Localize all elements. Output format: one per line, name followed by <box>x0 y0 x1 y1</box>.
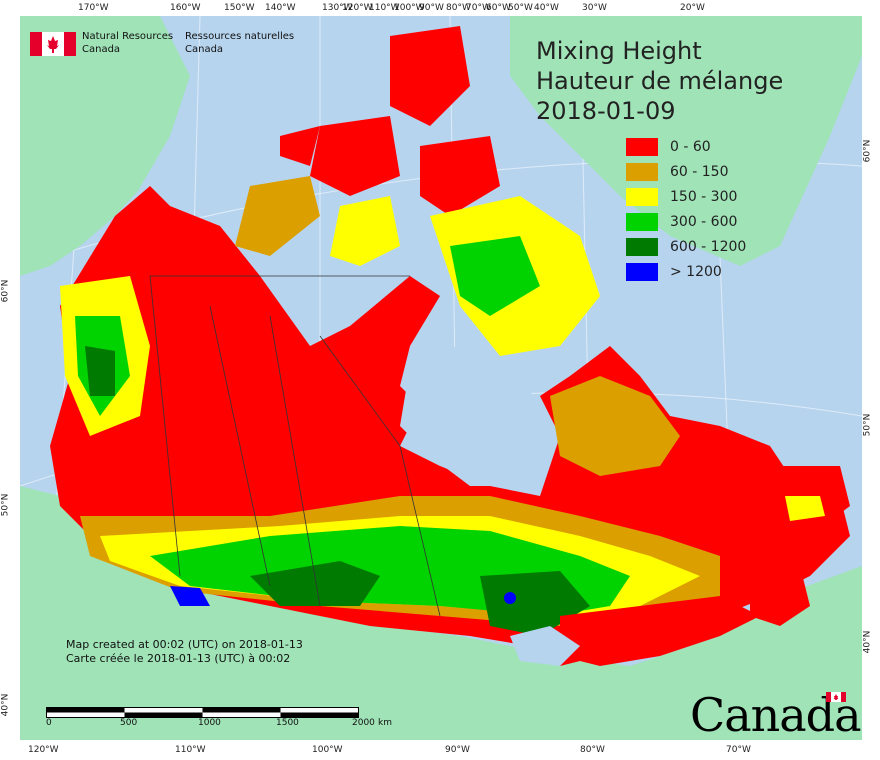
arctic-island-4 <box>420 136 500 216</box>
graticule-label: 110°W <box>369 3 400 13</box>
legend-item: 60 - 150 <box>626 159 746 184</box>
scale-bar: 0 500 1000 1500 2000 km <box>46 704 392 728</box>
graticule-label: 40°N <box>0 693 11 717</box>
arctic-island-6 <box>330 196 400 266</box>
graticule-label: 60°W <box>486 3 511 13</box>
graticule-label: 40°N <box>862 630 873 654</box>
legend: 0 - 60 60 - 150 150 - 300 300 - 600 600 - 12… <box>626 134 746 284</box>
arctic-island-1 <box>390 26 470 126</box>
graticule-label: 100°W <box>312 745 343 755</box>
arctic-island-3 <box>280 126 320 166</box>
legend-swatch <box>626 237 658 256</box>
blue-spot-1 <box>170 586 210 606</box>
scale-tick-label: 1500 <box>276 718 299 728</box>
alaska-land <box>20 16 190 276</box>
legend-swatch <box>626 212 658 231</box>
graticule-label: 60°N <box>0 279 11 303</box>
map-graphic <box>20 16 862 740</box>
newfoundland-yellow <box>785 496 825 521</box>
graticule-label: 40°W <box>534 3 559 13</box>
maritimes <box>750 566 810 626</box>
legend-swatch <box>626 262 658 281</box>
agency-name-en-line2: Canada <box>82 44 121 55</box>
canada-flag-icon <box>30 32 76 56</box>
legend-swatch <box>626 137 658 156</box>
graticule-label: 80°W <box>446 3 471 13</box>
legend-label: 60 - 150 <box>670 163 729 180</box>
hudson-bay <box>400 346 540 486</box>
legend-item: 300 - 600 <box>626 209 746 234</box>
quebec-orange <box>550 376 680 476</box>
ontario-red <box>560 596 760 666</box>
creation-note: Map created at 00:02 (UTC) on 2018-01-13… <box>66 638 303 666</box>
graticule-label: 160°W <box>170 3 201 13</box>
scale-bar-graphic <box>46 707 359 718</box>
creation-note-en: Map created at 00:02 (UTC) on 2018-01-13 <box>66 638 303 651</box>
legend-item: 0 - 60 <box>626 134 746 159</box>
blue-spot-2 <box>504 592 516 604</box>
scale-tick-label: 2000 <box>352 718 375 728</box>
title-french: Hauteur de mélange <box>536 67 784 95</box>
graticule-label: 70°W <box>726 745 751 755</box>
graticule-label: 50°W <box>508 3 533 13</box>
bc-darkgreen <box>85 346 115 396</box>
graticule-label: 170°W <box>78 3 109 13</box>
agency-name-fr-line2: Canada <box>185 44 224 55</box>
graticule-label: 130°W <box>322 3 353 13</box>
legend-label: 0 - 60 <box>670 138 711 155</box>
province-borders <box>149 275 441 617</box>
legend-label: 600 - 1200 <box>670 238 747 255</box>
graticule-label: 150°W <box>224 3 255 13</box>
legend-swatch <box>626 187 658 206</box>
wordmark-flag-icon <box>826 692 846 702</box>
graticule-label: 120°W <box>342 3 373 13</box>
graticule-label: 60°N <box>862 139 873 163</box>
greenland-land <box>510 16 862 266</box>
graticule-label: 70°W <box>466 3 491 13</box>
graticule-label: 90°W <box>419 3 444 13</box>
graticule-label: 90°W <box>445 745 470 755</box>
arctic-island-5 <box>235 176 320 256</box>
graticule-label: 20°W <box>680 3 705 13</box>
legend-label: 150 - 300 <box>670 188 738 205</box>
graticule-label: 100°W <box>394 3 425 13</box>
creation-note-fr: Carte créée le 2018-01-13 (UTC) à 00:02 <box>66 652 291 665</box>
graticule-label: 80°W <box>580 745 605 755</box>
legend-item: 600 - 1200 <box>626 234 746 259</box>
legend-swatch <box>626 162 658 181</box>
usa-land <box>20 486 862 740</box>
scale-unit-label: km <box>378 718 392 728</box>
graticule-label: 50°N <box>862 413 873 437</box>
title-english: Mixing Height <box>536 37 702 65</box>
prairie-darkgreen <box>250 561 380 606</box>
baffin-green <box>450 236 540 316</box>
great-lakes <box>510 626 580 666</box>
legend-label: 300 - 600 <box>670 213 738 230</box>
map-title: Mixing Height Hauteur de mélange 2018-01… <box>536 36 783 126</box>
title-date: 2018-01-09 <box>536 97 676 125</box>
map-canvas[interactable] <box>20 16 862 740</box>
graticule-label: 50°N <box>0 493 11 517</box>
scale-tick-label: 1000 <box>198 718 221 728</box>
graticule-label: 30°W <box>582 3 607 13</box>
graticule-label: 140°W <box>265 3 296 13</box>
legend-item: 150 - 300 <box>626 184 746 209</box>
legend-label: > 1200 <box>670 263 722 280</box>
arctic-island-2 <box>310 116 400 196</box>
agency-name-fr-line1: Ressources naturelles <box>185 31 295 42</box>
scale-tick-label: 500 <box>120 718 138 728</box>
canada-wordmark: Canada <box>690 688 862 742</box>
agency-name-en-line1: Natural Resources <box>82 31 174 42</box>
graticule-label: 110°W <box>175 745 206 755</box>
graticule-label: 120°W <box>28 745 59 755</box>
scale-tick-label: 0 <box>46 718 52 728</box>
legend-item: > 1200 <box>626 259 746 284</box>
